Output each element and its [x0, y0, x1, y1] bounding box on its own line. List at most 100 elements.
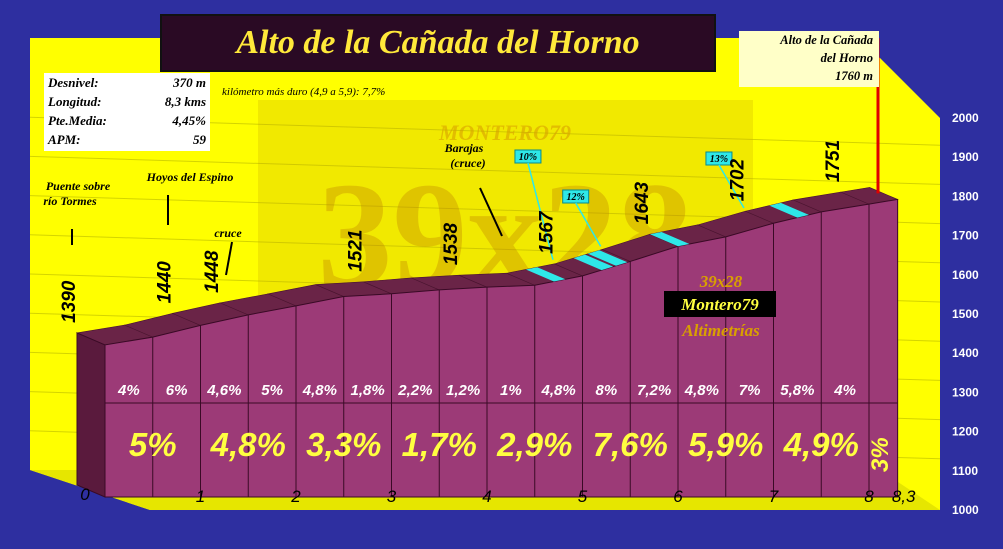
steep-leader-line — [575, 202, 602, 247]
x-tick-label: 8,3 — [892, 487, 916, 506]
stat-label: Desnivel: — [48, 75, 99, 90]
credit-text: Altimetrías — [681, 321, 760, 340]
x-tick-label: 4 — [482, 487, 491, 506]
credit-author-box — [664, 291, 776, 317]
x-tick-label: 3 — [387, 487, 397, 506]
steep-leader-line — [527, 162, 554, 260]
stat-row: Pte.Media: 4,45% — [44, 111, 210, 130]
place-annotation: cruce — [214, 226, 242, 240]
km-gradient: 4,9% — [783, 426, 859, 463]
half-km-gradient: 7,2% — [637, 382, 671, 399]
km-gradient: 7,6% — [593, 426, 668, 463]
y-tick-label: 1400 — [952, 346, 979, 360]
km-gradient: 5% — [129, 426, 177, 463]
gridline — [29, 155, 941, 185]
half-km-gradient: 5,8% — [780, 382, 814, 399]
stat-row: APM: 59 — [44, 130, 210, 149]
y-tick-label: 1700 — [952, 229, 979, 243]
stat-label: Pte.Media: — [48, 113, 107, 128]
half-km-gradient: 1% — [500, 382, 522, 399]
half-km-gradient: 1,8% — [351, 382, 385, 399]
elevation-label: 1390 — [59, 280, 80, 323]
summit-name-line2: del Horno — [820, 51, 873, 65]
half-km-gradient: 2,2% — [397, 382, 432, 399]
half-km-gradient: 1,2% — [446, 382, 480, 399]
place-annotation: Hoyos del Espino — [146, 170, 234, 184]
steep-label: 10% — [519, 152, 537, 163]
stats-box: Desnivel: 370 m Longitud: 8,3 kms Pte.Medi… — [44, 73, 210, 151]
y-tick-label: 1800 — [952, 189, 979, 203]
steep-label: 13% — [710, 154, 728, 165]
elevation-label: 1751 — [823, 140, 844, 182]
watermark-author: MONTERO79 — [438, 120, 571, 145]
y-tick-label: 1200 — [952, 425, 979, 439]
credit-brand: 39x28 — [699, 272, 743, 291]
stat-row: Longitud: 8,3 kms — [44, 92, 210, 111]
half-km-gradient: 4,6% — [206, 382, 241, 399]
y-tick-label: 1100 — [952, 464, 978, 478]
elevation-label: 1440 — [155, 261, 176, 304]
elevation-label: 1521 — [346, 230, 367, 272]
km-gradient: 2,9% — [496, 426, 572, 463]
stat-label: APM: — [48, 132, 81, 147]
x-tick-label: 2 — [290, 487, 301, 506]
km-gradient: 4,8% — [210, 426, 286, 463]
y-tick-label: 2000 — [952, 111, 979, 125]
half-km-gradient: 4,8% — [302, 382, 337, 399]
place-annotation: río Tormes — [43, 194, 97, 208]
km-gradient: 5,9% — [688, 426, 763, 463]
x-tick-label: 6 — [673, 487, 683, 506]
half-km-gradient: 5% — [261, 382, 283, 399]
y-tick-label: 1300 — [952, 385, 979, 399]
profile-side-face — [76, 332, 106, 498]
y-tick-label: 1900 — [952, 150, 979, 164]
x-tick-label: 8 — [864, 487, 874, 506]
credit-author: Montero79 — [680, 295, 759, 314]
steep-segment-marker — [573, 254, 614, 271]
x-tick-label: 0 — [80, 485, 90, 504]
half-km-gradient: 6% — [166, 382, 188, 399]
half-km-gradient: 4,8% — [541, 382, 576, 399]
summit-name-line1: Alto de la Cañada — [780, 33, 873, 47]
elevation-label: 1538 — [441, 222, 462, 265]
x-tick-label: 5 — [578, 487, 588, 506]
hardest-km-note: kilómetro más duro (4,9 a 5,9): 7,7% — [222, 86, 386, 98]
annotation-leader-line — [479, 187, 503, 237]
y-tick-label: 1500 — [952, 307, 979, 321]
steep-segment-marker — [769, 202, 809, 218]
km-gradient: 3% — [867, 437, 894, 472]
half-km-gradient: 4% — [117, 382, 140, 399]
half-km-gradient: 4% — [833, 382, 856, 399]
km-gradient: 1,7% — [402, 426, 477, 463]
steep-segment-marker — [587, 250, 628, 266]
x-tick-label: 1 — [196, 487, 205, 506]
place-annotation: Barajas — [444, 141, 484, 155]
elevation-label: 1643 — [632, 182, 653, 225]
stat-value: 4,45% — [172, 113, 206, 128]
stat-label: Longitud: — [48, 94, 102, 109]
place-annotation: (cruce) — [450, 156, 485, 170]
stat-value: 59 — [193, 132, 206, 147]
elevation-label: 1448 — [202, 250, 223, 293]
steep-leader-line — [718, 164, 745, 209]
summit-elevation: 1760 m — [835, 69, 873, 83]
summit-box: Alto de la Cañada del Horno 1760 m — [739, 31, 879, 87]
y-tick-label: 1000 — [952, 503, 979, 517]
elevation-label: 1567 — [537, 210, 558, 254]
elevation-label: 1702 — [728, 159, 749, 202]
stat-row: Desnivel: 370 m — [44, 73, 210, 92]
title-box: Alto de la Cañada del Horno — [160, 14, 716, 72]
annotation-leader-line — [225, 241, 233, 276]
steep-label: 12% — [567, 192, 585, 203]
place-annotation: Puente sobre — [46, 179, 111, 193]
half-km-gradient: 8% — [596, 382, 618, 399]
half-km-gradient: 4,8% — [684, 382, 719, 399]
half-km-gradient: 7% — [739, 382, 761, 399]
stat-value: 370 m — [173, 75, 206, 90]
steep-segment-marker — [525, 267, 566, 282]
steep-segment-marker — [650, 231, 690, 247]
stat-value: 8,3 kms — [164, 94, 206, 109]
km-gradient: 3,3% — [306, 426, 381, 463]
y-tick-label: 1600 — [952, 268, 979, 282]
